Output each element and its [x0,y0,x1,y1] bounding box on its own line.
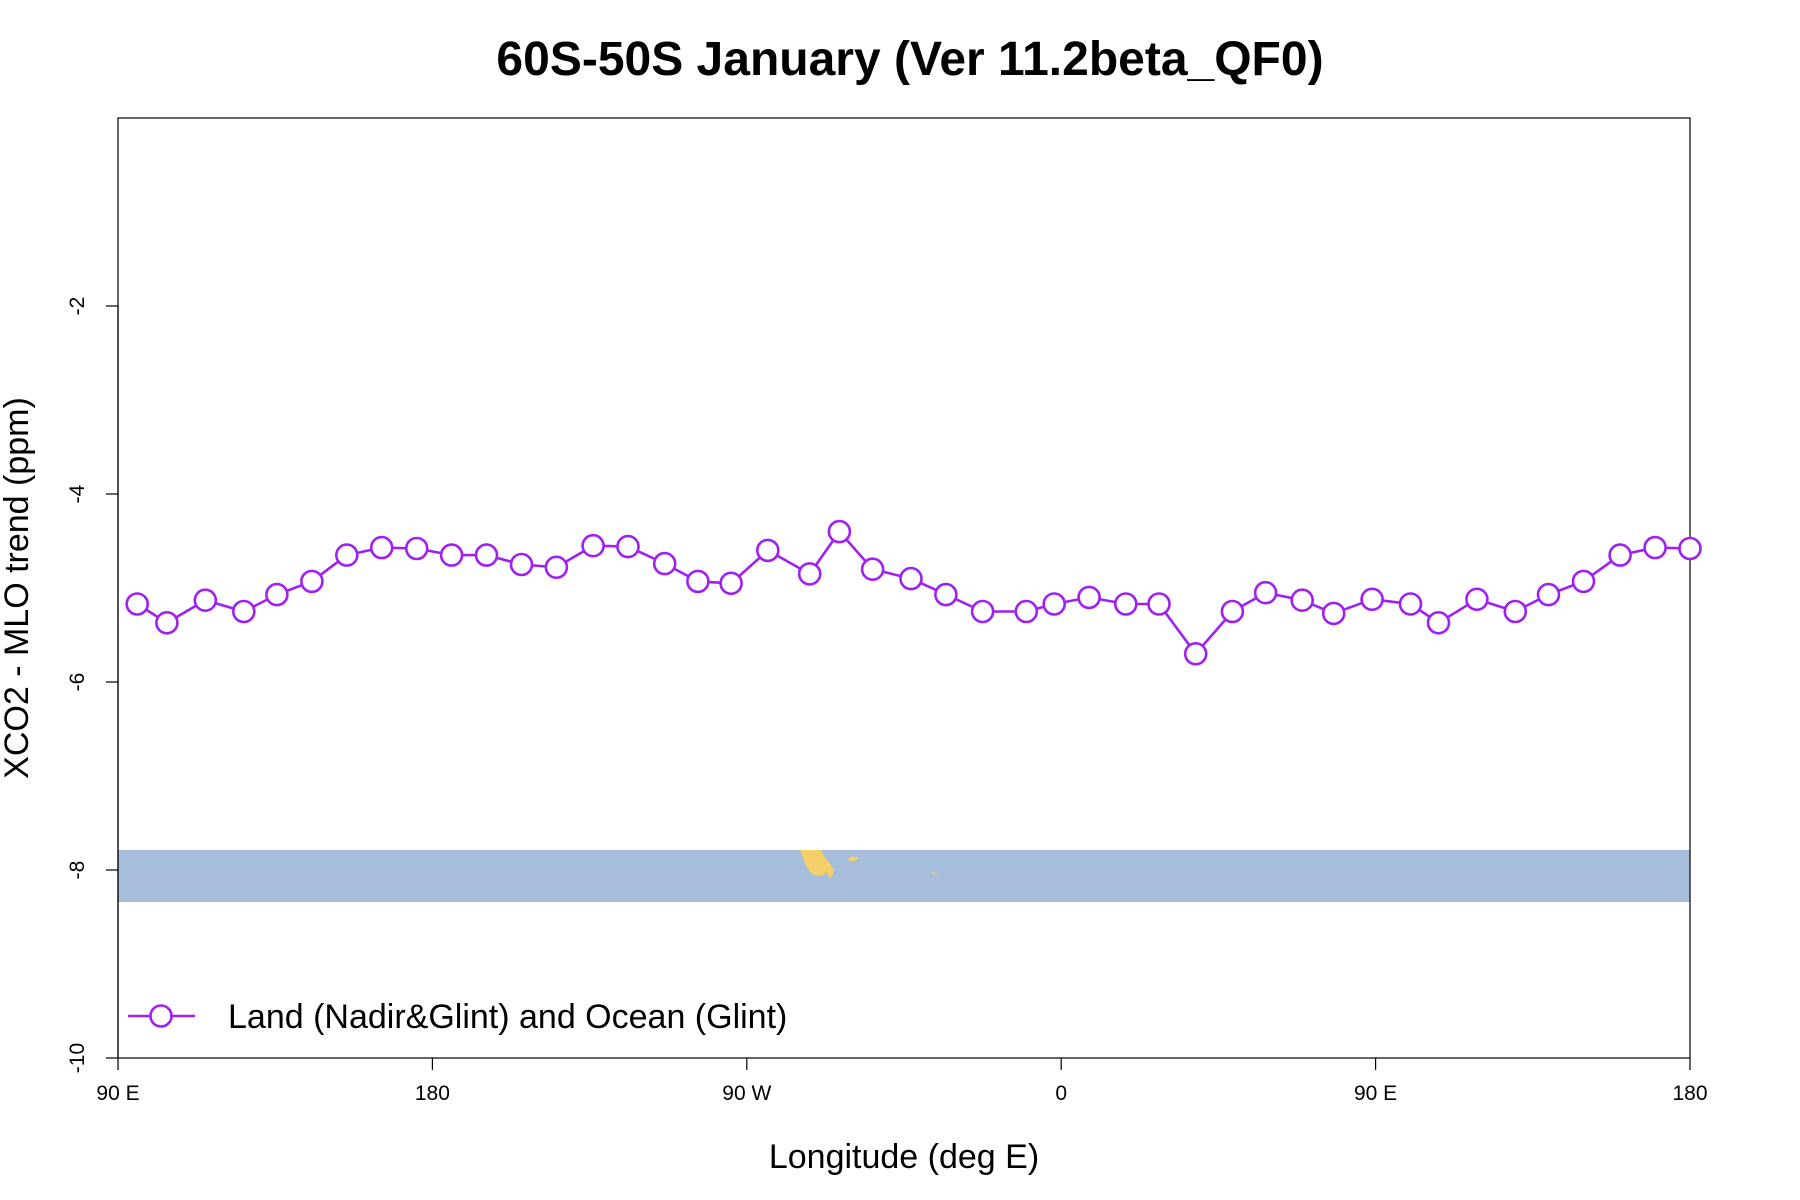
legend-marker [149,1004,173,1028]
data-point [193,588,218,613]
data-point [652,551,677,576]
y-tick-label: -2 [66,297,89,316]
data-point [1536,582,1561,607]
y-tick-label: -8 [66,861,89,880]
data-point [1077,585,1101,610]
data-point [1426,610,1451,635]
x-tick-label: 180 [1672,1082,1707,1105]
data-point [1643,535,1667,560]
data-point [265,582,289,607]
data-point [1503,599,1528,624]
map-land-south-america [800,850,834,878]
data-point [404,536,429,561]
x-axis-label: Longitude (deg E) [769,1138,1039,1176]
data-point [155,610,179,635]
data-point [797,562,822,586]
legend-series-name: Land (Nadir&Glint) and Ocean (Glint) [228,998,787,1036]
y-tick-label: -4 [66,484,89,503]
data-point [474,543,499,567]
data-point [232,599,256,624]
data-point [581,533,605,558]
data-point [1571,569,1596,594]
data-point [1398,592,1423,616]
data-point [899,566,923,591]
data-point [827,519,852,544]
data-point [1147,592,1171,616]
y-tick-label: -6 [66,673,89,692]
data-point [125,592,149,616]
data-point [544,555,569,580]
data-point [1465,587,1489,612]
data-point [1678,536,1702,561]
data-point [686,569,710,594]
data-point [509,552,534,577]
series-layer [125,519,1702,666]
y-axis: -2 -4 -6 -8 -10 [66,297,119,1073]
y-tick-label: -10 [66,1043,89,1073]
data-point [719,571,743,596]
series-line [136,530,1691,656]
x-tick-label: 90 E [96,1082,139,1105]
y-axis-label: XCO2 - MLO trend (ppm) [0,397,36,779]
data-point [1042,592,1066,616]
data-point [439,543,464,567]
legend: Land (Nadir&Glint) and Ocean (Glint) [128,998,787,1036]
data-point [300,569,324,594]
data-point [1290,588,1314,613]
data-point [755,538,780,563]
x-tick-label: 90 W [722,1082,771,1105]
data-point [1321,601,1346,626]
data-point [934,582,958,607]
x-tick-label: 180 [415,1082,450,1105]
data-point [1114,592,1138,616]
data-point [369,535,394,560]
map-ocean-band [118,850,1690,902]
data-point [334,543,359,567]
data-point [1183,641,1208,666]
data-point [1253,580,1278,605]
data-point [860,557,885,582]
chart-title: 60S-50S January (Ver 11.2beta_QF0) [496,33,1323,86]
data-point [1360,587,1384,612]
data-point [616,534,640,559]
background-map [118,850,1690,902]
x-tick-label: 0 [1055,1082,1067,1105]
map-land-falklands [848,856,859,862]
x-tick-label: 90 E [1354,1082,1397,1105]
data-point [1220,599,1245,624]
map-land-south-georgia [930,871,938,875]
x-axis: 90 E 180 90 W 0 90 E 180 [96,1058,1708,1105]
data-point [1014,599,1039,624]
data-point [970,599,995,624]
data-point [1608,543,1632,567]
